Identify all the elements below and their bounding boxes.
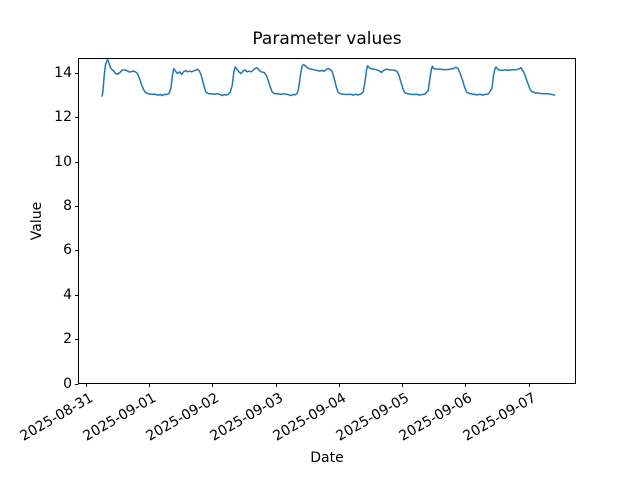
y-tick-label: 2 (63, 331, 72, 348)
y-tick-label: 0 (63, 375, 72, 392)
y-tick-label: 12 (54, 109, 72, 126)
y-tick-label: 14 (54, 64, 72, 81)
y-tick-label: 6 (63, 242, 72, 259)
plot-border (78, 58, 576, 384)
x-axis-label: Date (310, 450, 344, 466)
chart-title: Parameter values (252, 29, 402, 49)
y-tick-label: 4 (63, 286, 72, 303)
y-tick-label: 10 (54, 153, 72, 170)
data-line (101, 58, 556, 97)
y-tick-label: 8 (63, 197, 72, 214)
